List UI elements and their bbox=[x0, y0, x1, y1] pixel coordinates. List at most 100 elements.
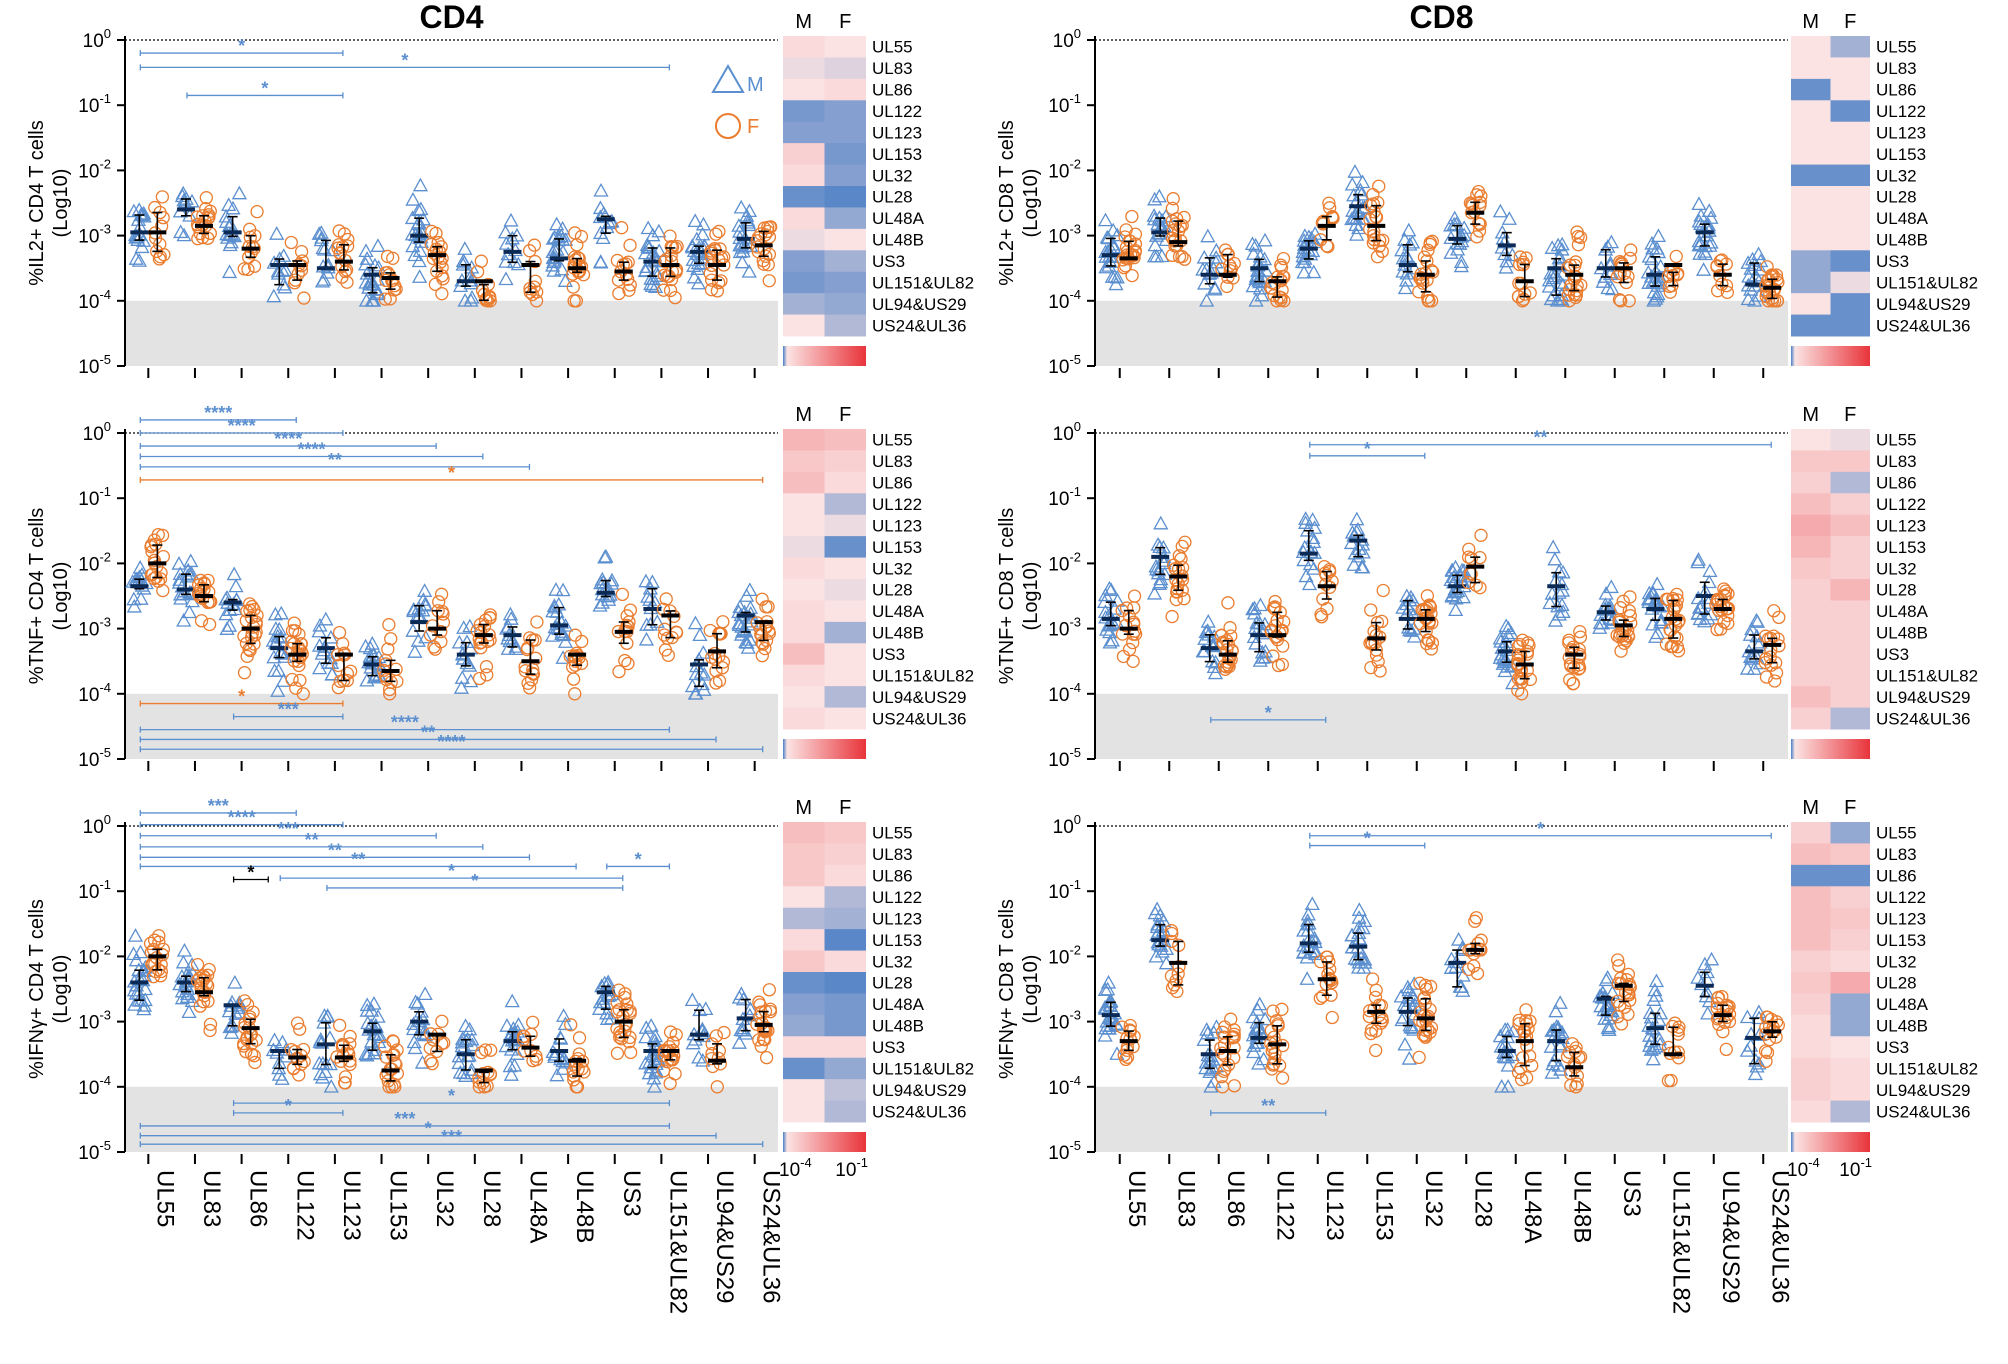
significance-bracket: ** bbox=[139, 849, 577, 870]
point-F-UL86 bbox=[1220, 279, 1234, 294]
significance-bracket: **** bbox=[139, 439, 484, 460]
point-F-UL123 bbox=[1322, 196, 1336, 210]
point-M-UL32 bbox=[1399, 265, 1415, 280]
below-detection-region bbox=[125, 693, 778, 759]
point-F-UL83 bbox=[193, 999, 207, 1013]
point-M-UL122 bbox=[1250, 1020, 1266, 1035]
bracket-label: * bbox=[1265, 703, 1272, 723]
y-tick-label-base: 10 bbox=[1048, 161, 1069, 182]
y-tick-label: 10-5 bbox=[78, 352, 111, 378]
y-tick-label-base: 10 bbox=[1048, 620, 1069, 641]
heatmap-cell-F-UL32 bbox=[1830, 164, 1870, 187]
point-F-UL86 bbox=[237, 262, 251, 276]
point-M-UL55 bbox=[128, 251, 144, 265]
color-scale-bar bbox=[1791, 1132, 1870, 1152]
point-F-UL28 bbox=[474, 1045, 489, 1060]
point-M-UL48A bbox=[1500, 627, 1516, 642]
point-M-US24&UL36 bbox=[742, 582, 758, 597]
heatmap-row-label: UL123 bbox=[1876, 123, 1926, 142]
point-M-UL83 bbox=[1156, 913, 1172, 928]
y-tick-label-exp: -4 bbox=[1069, 680, 1081, 695]
below-detection-region bbox=[1095, 693, 1788, 759]
point-M-UL122 bbox=[1257, 1011, 1273, 1026]
heatmap-cell-M-UL151&UL82 bbox=[783, 664, 825, 687]
point-M-UL55 bbox=[132, 560, 148, 574]
point-M-UL123 bbox=[1295, 248, 1311, 263]
heatmap-cell-F-UL28 bbox=[824, 186, 866, 208]
bracket-label: ** bbox=[328, 840, 342, 860]
heatmap-row-label: UL151&UL82 bbox=[1876, 666, 1978, 685]
point-M-UL55 bbox=[1097, 587, 1114, 602]
significance-bracket: * bbox=[606, 849, 671, 870]
heatmap-cell-F-UL122 bbox=[824, 493, 866, 516]
point-M-UL83 bbox=[183, 553, 199, 568]
point-F-UL86 bbox=[1215, 1080, 1230, 1094]
point-M-UL153 bbox=[358, 274, 374, 289]
point-F-US24&UL36 bbox=[762, 983, 777, 997]
point-F-UL83 bbox=[1166, 223, 1181, 238]
point-F-UL153 bbox=[1376, 583, 1390, 598]
point-M-UL86 bbox=[1200, 1025, 1216, 1040]
heatmap-cell-F-UL153 bbox=[1830, 536, 1870, 559]
y-tick-label-exp: -2 bbox=[99, 549, 111, 564]
heatmap-row-label: US3 bbox=[1876, 1038, 1909, 1057]
point-F-UL32 bbox=[429, 226, 443, 241]
point-M-UL94&US29 bbox=[696, 666, 712, 681]
point-M-UL122 bbox=[1252, 996, 1268, 1011]
point-F-UL83 bbox=[203, 1023, 217, 1038]
heatmap-cell-M-UL94&US29 bbox=[783, 1079, 825, 1102]
point-F-UL48B bbox=[1573, 230, 1588, 245]
point-F-US3 bbox=[618, 653, 632, 668]
point-M-UL151&UL82 bbox=[640, 220, 656, 235]
point-M-US3 bbox=[1603, 579, 1619, 594]
point-F-UL153 bbox=[386, 251, 400, 265]
point-M-UL48B bbox=[557, 634, 574, 648]
point-M-UL123 bbox=[312, 1066, 329, 1081]
significance-bracket: * bbox=[232, 1096, 344, 1116]
heatmap-row-label: UL28 bbox=[872, 974, 913, 993]
heatmap-row-label: US3 bbox=[872, 252, 905, 271]
point-M-UL83 bbox=[176, 227, 192, 242]
point-M-UL123 bbox=[1304, 896, 1320, 911]
point-F-UL122 bbox=[1268, 602, 1282, 616]
point-F-UL32 bbox=[423, 1054, 438, 1068]
point-M-UL123 bbox=[316, 241, 333, 256]
point-M-UL86 bbox=[221, 618, 238, 632]
point-F-UL122 bbox=[285, 672, 299, 687]
point-M-UL122 bbox=[267, 606, 284, 621]
point-M-UL94&US29 bbox=[687, 213, 703, 228]
point-F-UL153 bbox=[1371, 654, 1385, 669]
heatmap-row-label: UL151&UL82 bbox=[1876, 1059, 1978, 1078]
point-M-UL123 bbox=[1306, 534, 1322, 549]
bracket-label: **** bbox=[298, 439, 326, 459]
point-F-UL153 bbox=[384, 632, 398, 646]
point-M-US24&UL36 bbox=[1743, 282, 1759, 296]
point-M-UL86 bbox=[223, 234, 240, 249]
point-F-UL94&US29 bbox=[704, 283, 719, 297]
bracket-label: * bbox=[635, 849, 642, 869]
point-M-UL48A bbox=[1505, 1023, 1521, 1038]
significance-bracket: **** bbox=[139, 732, 764, 753]
point-M-UL86 bbox=[231, 1004, 248, 1019]
point-F-UL55 bbox=[1120, 601, 1134, 615]
y-tick-label: 10-5 bbox=[78, 745, 111, 771]
point-F-US24&UL36 bbox=[1761, 294, 1775, 308]
point-F-UL28 bbox=[1472, 216, 1486, 230]
heatmap-cell-F-UL48A bbox=[1830, 600, 1870, 623]
point-F-US24&UL36 bbox=[755, 592, 769, 606]
point-F-UL83 bbox=[1175, 249, 1189, 264]
heatmap-cell-F-US3 bbox=[1830, 250, 1870, 273]
point-M-UL151&UL82 bbox=[645, 244, 661, 259]
significance-bracket: *** bbox=[139, 819, 437, 839]
point-F-UL48B bbox=[575, 634, 589, 649]
heatmap-cell-F-UL86 bbox=[824, 78, 866, 101]
point-F-UL94&US29 bbox=[1712, 1017, 1726, 1032]
y-tick-label: 10-4 bbox=[1048, 680, 1081, 706]
heatmap-cell-F-UL151&UL82 bbox=[824, 1057, 866, 1080]
point-F-UL48B bbox=[567, 1073, 581, 1087]
heatmap-cell-M-UL86 bbox=[1791, 471, 1831, 494]
point-M-UL48B bbox=[1544, 240, 1560, 254]
point-M-UL48B bbox=[1554, 1024, 1570, 1039]
point-F-US24&UL36 bbox=[1772, 610, 1786, 625]
